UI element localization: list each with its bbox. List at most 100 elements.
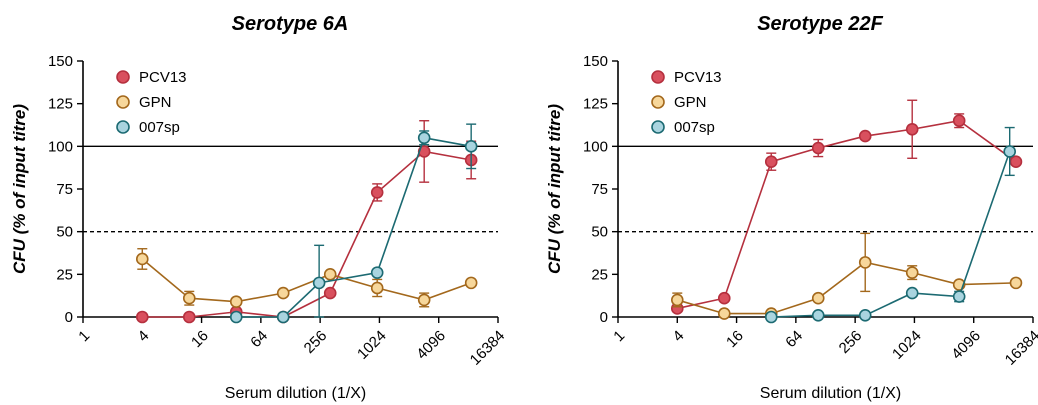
chart-panel-2: Serotype 22F CFU (% of input titre) Serum … — [545, 13, 1038, 402]
y-tick-label: 25 — [56, 266, 73, 283]
data-point — [858, 256, 872, 269]
legend-marker — [116, 120, 130, 134]
data-point — [323, 268, 337, 281]
x-axis-label: Serum dilution (1/X) — [225, 385, 366, 402]
data-point — [276, 310, 290, 324]
data-point — [764, 310, 778, 324]
y-tick-label: 50 — [56, 224, 73, 241]
x-tick-label: 16 — [723, 327, 747, 351]
legend-marker — [651, 120, 665, 134]
chart-title: Serotype 22F — [757, 13, 883, 35]
data-point — [417, 293, 431, 307]
series-line — [236, 136, 472, 318]
data-point — [464, 276, 478, 290]
series-line — [141, 258, 472, 303]
data-point — [1009, 276, 1023, 290]
data-point — [1009, 155, 1023, 168]
x-tick-label: 4 — [670, 327, 688, 345]
y-tick-label: 75 — [591, 181, 608, 198]
series-007sp — [229, 123, 478, 324]
x-tick-label: 1024 — [889, 327, 925, 363]
x-tick-label: 256 — [836, 327, 866, 357]
x-tick-label: 1 — [75, 327, 93, 345]
data-point — [858, 129, 872, 143]
data-point — [182, 291, 196, 305]
y-tick-label: 100 — [48, 138, 73, 155]
data-point — [952, 290, 966, 303]
x-tick-label: 1024 — [354, 327, 390, 363]
series-line — [771, 151, 1011, 318]
y-tick-label: 125 — [583, 96, 608, 113]
data-point — [952, 114, 966, 128]
y-axis-label: CFU (% of input titre) — [10, 104, 29, 274]
legend-marker — [651, 95, 665, 109]
y-tick-label: 25 — [591, 266, 608, 283]
x-tick-label: 16384 — [467, 327, 509, 369]
legend-marker — [116, 95, 130, 109]
series-gpn — [670, 232, 1023, 320]
data-point — [811, 141, 825, 155]
data-point — [312, 276, 326, 290]
data-point — [811, 291, 825, 305]
data-point — [717, 291, 731, 305]
data-point — [135, 310, 149, 324]
data-point — [182, 310, 196, 324]
legend-label: 007sp — [674, 119, 715, 136]
series-line — [142, 150, 472, 318]
data-point — [417, 131, 431, 145]
x-tick-label: 16 — [188, 327, 212, 351]
data-point — [323, 286, 337, 300]
legend-label: GPN — [674, 94, 707, 111]
data-point — [905, 286, 919, 300]
data-point — [905, 266, 919, 279]
y-tick-label: 75 — [56, 181, 73, 198]
x-tick-label: 4096 — [413, 327, 449, 363]
x-tick-label: 4 — [135, 327, 153, 345]
x-tick-label: 64 — [247, 327, 271, 351]
data-point — [276, 286, 290, 300]
series-pcv13 — [670, 99, 1023, 315]
x-tick-label: 16384 — [1002, 327, 1038, 369]
x-tick-label: 64 — [782, 327, 806, 351]
x-tick-label: 1 — [610, 327, 628, 345]
data-point — [229, 295, 243, 308]
x-tick-label: 4096 — [948, 327, 984, 363]
data-point — [670, 293, 684, 307]
data-point — [811, 308, 825, 322]
data-point — [370, 186, 384, 199]
data-point — [717, 307, 731, 320]
series-gpn — [135, 248, 478, 308]
series-007sp — [764, 126, 1016, 324]
legend-label: 007sp — [139, 119, 180, 136]
legend-marker — [116, 70, 130, 84]
x-tick-label: 256 — [301, 327, 331, 357]
data-point — [764, 155, 778, 168]
data-point — [135, 252, 149, 266]
x-axis-label: Serum dilution (1/X) — [760, 385, 901, 402]
y-tick-label: 50 — [591, 224, 608, 241]
data-point — [229, 310, 243, 324]
chart-panel-1: Serotype 6A CFU (% of input titre) Serum d… — [10, 13, 508, 402]
series-line — [677, 119, 1017, 310]
data-point — [905, 122, 919, 136]
y-tick-label: 150 — [48, 53, 73, 70]
y-tick-label: 150 — [583, 53, 608, 70]
legend-label: PCV13 — [674, 69, 722, 86]
chart-title: Serotype 6A — [232, 13, 349, 35]
y-axis-label: CFU (% of input titre) — [545, 104, 564, 274]
data-point — [1003, 145, 1016, 158]
legend-label: PCV13 — [139, 69, 187, 86]
data-point — [370, 281, 384, 295]
y-tick-label: 0 — [65, 309, 73, 326]
series-line — [677, 261, 1016, 315]
data-point — [370, 266, 384, 279]
y-tick-label: 100 — [583, 138, 608, 155]
data-point — [858, 308, 872, 322]
data-point — [464, 140, 478, 153]
legend-marker — [651, 70, 665, 84]
y-tick-label: 125 — [48, 96, 73, 113]
y-tick-label: 0 — [600, 309, 608, 326]
legend-label: GPN — [139, 94, 172, 111]
